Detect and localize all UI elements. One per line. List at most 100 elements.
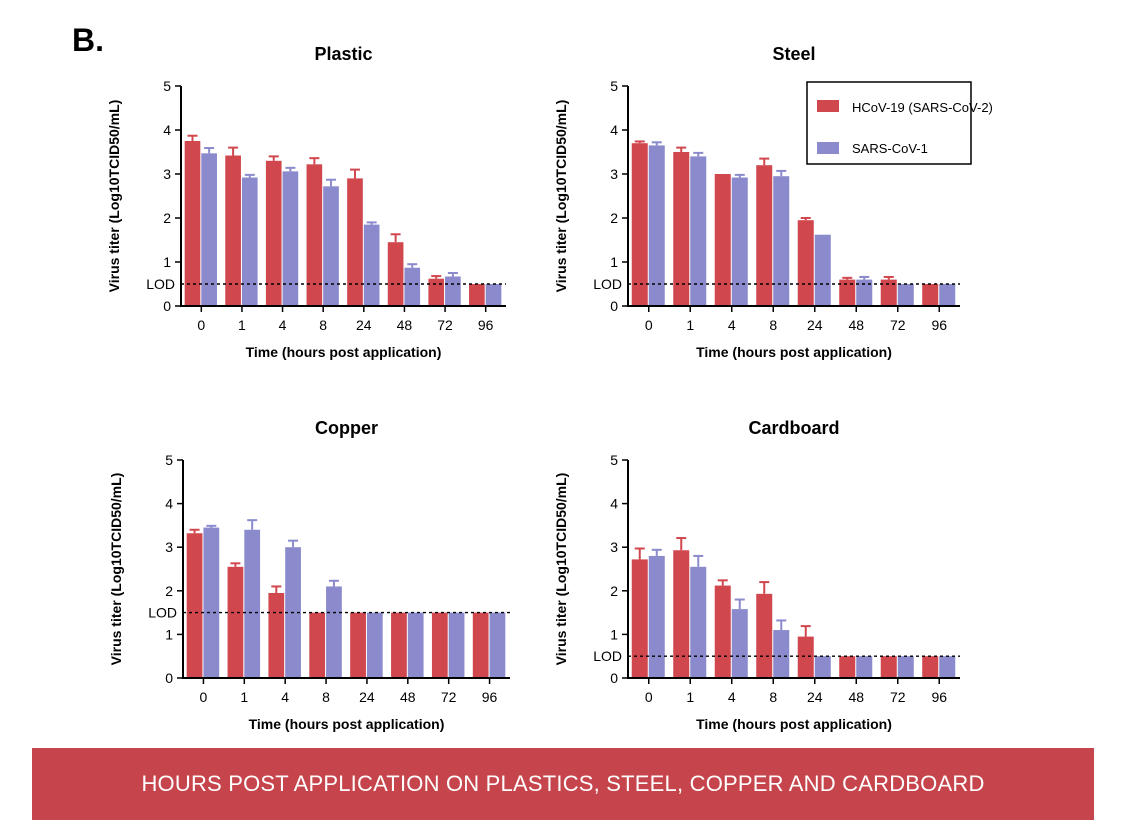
bar xyxy=(922,656,939,678)
bar xyxy=(631,143,648,306)
bar xyxy=(673,152,690,306)
y-tick-label: 2 xyxy=(610,210,618,226)
y-tick-label: 1 xyxy=(610,626,618,642)
bar xyxy=(648,145,665,306)
bar xyxy=(856,656,873,678)
bar xyxy=(241,177,258,306)
y-tick-label: 5 xyxy=(610,452,618,468)
y-tick-label: 2 xyxy=(610,583,618,599)
bar xyxy=(756,593,773,678)
x-tick-label: 48 xyxy=(848,689,864,705)
bar xyxy=(404,267,421,306)
legend-swatch-hcov19 xyxy=(817,100,839,112)
bar xyxy=(631,559,648,678)
y-axis-label: Virus titer (Log10TCID50/mL) xyxy=(553,100,569,293)
y-tick-label: 4 xyxy=(165,496,173,512)
x-tick-label: 48 xyxy=(397,317,413,333)
bar xyxy=(431,612,448,678)
y-tick-label: 1 xyxy=(163,254,171,270)
y-tick-label: 4 xyxy=(163,122,171,138)
x-tick-label: 72 xyxy=(890,689,906,705)
x-tick-label: 1 xyxy=(686,317,694,333)
y-axis-label: Virus titer (Log10TCID50/mL) xyxy=(106,100,122,293)
x-tick-label: 8 xyxy=(322,689,330,705)
bar xyxy=(731,609,748,678)
x-tick-label: 72 xyxy=(437,317,453,333)
x-tick-label: 96 xyxy=(482,689,498,705)
x-tick-label: 8 xyxy=(319,317,327,333)
bar xyxy=(225,155,241,306)
bar xyxy=(690,156,707,306)
legend-label-hcov19: HCoV-19 (SARS-CoV-2) xyxy=(852,100,993,115)
caption-banner: HOURS POST APPLICATION ON PLASTICS, STEE… xyxy=(32,748,1094,820)
bar xyxy=(731,177,748,306)
lod-label: LOD xyxy=(148,605,177,621)
bar xyxy=(201,153,217,306)
y-axis-label: Virus titer (Log10TCID50/mL) xyxy=(553,473,569,666)
x-tick-label: 48 xyxy=(400,689,416,705)
y-tick-label: 4 xyxy=(610,122,618,138)
bar xyxy=(203,527,220,678)
chart-title: Copper xyxy=(315,418,378,438)
x-tick-label: 1 xyxy=(240,689,248,705)
legend-label-sars1: SARS-CoV-1 xyxy=(852,141,928,156)
y-tick-label: 5 xyxy=(165,452,173,468)
chart-title: Plastic xyxy=(314,44,372,64)
x-tick-label: 1 xyxy=(238,317,246,333)
caption-banner-text: HOURS POST APPLICATION ON PLASTICS, STEE… xyxy=(141,771,985,796)
x-tick-label: 0 xyxy=(645,317,653,333)
bar xyxy=(880,656,897,678)
bar xyxy=(448,612,465,678)
bar xyxy=(472,612,489,678)
bar xyxy=(897,284,914,306)
chart-title: Cardboard xyxy=(748,418,839,438)
bar xyxy=(797,220,814,306)
y-tick-label: 0 xyxy=(163,298,171,314)
x-tick-label: 96 xyxy=(478,317,494,333)
x-tick-label: 0 xyxy=(645,689,653,705)
bar xyxy=(227,566,244,678)
y-tick-label: 5 xyxy=(163,78,171,94)
y-tick-label: 4 xyxy=(610,496,618,512)
x-tick-label: 24 xyxy=(356,317,372,333)
panel-label: B. xyxy=(72,22,104,58)
y-tick-label: 0 xyxy=(610,670,618,686)
x-tick-label: 4 xyxy=(728,689,736,705)
bar xyxy=(648,555,665,678)
bar xyxy=(445,276,461,306)
bar xyxy=(309,612,326,678)
lod-label: LOD xyxy=(146,276,175,292)
x-tick-label: 96 xyxy=(931,689,947,705)
bar xyxy=(306,164,323,306)
y-tick-label: 3 xyxy=(165,539,173,555)
x-axis-label: Time (hours post application) xyxy=(696,716,892,732)
bar xyxy=(265,160,282,306)
bar xyxy=(184,141,201,306)
y-tick-label: 0 xyxy=(610,298,618,314)
x-tick-label: 48 xyxy=(848,317,864,333)
x-tick-label: 4 xyxy=(728,317,736,333)
x-tick-label: 8 xyxy=(769,689,777,705)
bar xyxy=(839,656,856,678)
x-axis-label: Time (hours post application) xyxy=(246,344,442,360)
bar xyxy=(839,279,856,306)
y-axis-label: Virus titer (Log10TCID50/mL) xyxy=(108,473,124,666)
bar xyxy=(391,612,407,678)
bar xyxy=(244,529,261,678)
bar xyxy=(773,176,790,306)
x-tick-label: 0 xyxy=(200,689,208,705)
x-tick-label: 72 xyxy=(441,689,457,705)
bar xyxy=(323,186,339,306)
bar xyxy=(897,656,914,678)
bar xyxy=(773,630,790,678)
x-tick-label: 4 xyxy=(279,317,287,333)
x-tick-label: 8 xyxy=(769,317,777,333)
x-tick-label: 24 xyxy=(807,689,823,705)
bar xyxy=(856,279,873,306)
bar xyxy=(186,533,203,678)
bar xyxy=(347,178,363,306)
y-tick-label: 0 xyxy=(165,670,173,686)
